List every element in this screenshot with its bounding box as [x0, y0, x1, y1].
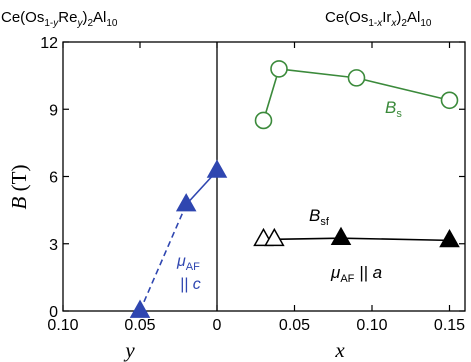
y-tick-label: 9 [49, 102, 58, 119]
y-tick-label: 0 [49, 304, 58, 321]
x-tick-label: 0 [213, 317, 222, 334]
data-point [439, 228, 460, 248]
data-point [440, 91, 459, 110]
data-point [270, 60, 288, 78]
right-panel-title: Ce(Os1-xIrx)2Al10 [325, 9, 432, 29]
x-tick-label: 0.05 [124, 317, 155, 334]
y-tick-label: 3 [49, 237, 58, 254]
mu-af-a-label: μAF || a [330, 263, 382, 285]
mu-af-c-label-line1: μAF [176, 253, 200, 273]
right-x-axis-label: x [334, 338, 345, 362]
x-tick-label: 0.10 [356, 317, 387, 334]
left-panel-title: Ce(Os1-yRey)2Al10 [1, 9, 118, 29]
data-point [175, 193, 197, 212]
data-point [330, 226, 352, 245]
data-point [264, 227, 285, 247]
axis-ticks: 0 3 6 9 12 0.10 0.05 0 0.05 0.10 0.15 [40, 35, 465, 334]
series-line-segment [356, 77, 450, 102]
series-lines [139, 68, 450, 312]
series-line-segment [278, 68, 357, 79]
bsf-label: Bsf [309, 206, 330, 228]
y-tick-label: 12 [40, 35, 58, 52]
plot-frame [62, 41, 466, 312]
series-markers [129, 60, 460, 318]
series-line-segment [274, 237, 342, 241]
y-axis-label: B (T) [7, 165, 31, 210]
mu-af-c-label-line2: || c [180, 276, 201, 293]
data-point [254, 111, 273, 130]
x-tick-label: 0.15 [434, 317, 465, 334]
series-line-segment [262, 68, 280, 121]
data-point [347, 69, 366, 87]
left-x-axis-label: y [123, 338, 135, 362]
data-point [206, 159, 228, 178]
x-tick-label: 0.10 [47, 317, 78, 334]
bs-label: Bs [385, 98, 402, 120]
x-tick-label: 0.05 [279, 317, 310, 334]
y-tick-label: 6 [49, 170, 58, 187]
series-line-segment [340, 237, 450, 242]
data-point [129, 299, 151, 318]
